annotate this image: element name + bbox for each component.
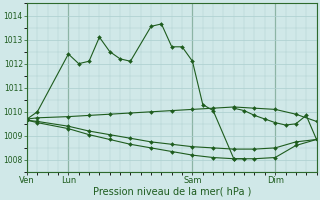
X-axis label: Pression niveau de la mer( hPa ): Pression niveau de la mer( hPa ) [92, 187, 251, 197]
